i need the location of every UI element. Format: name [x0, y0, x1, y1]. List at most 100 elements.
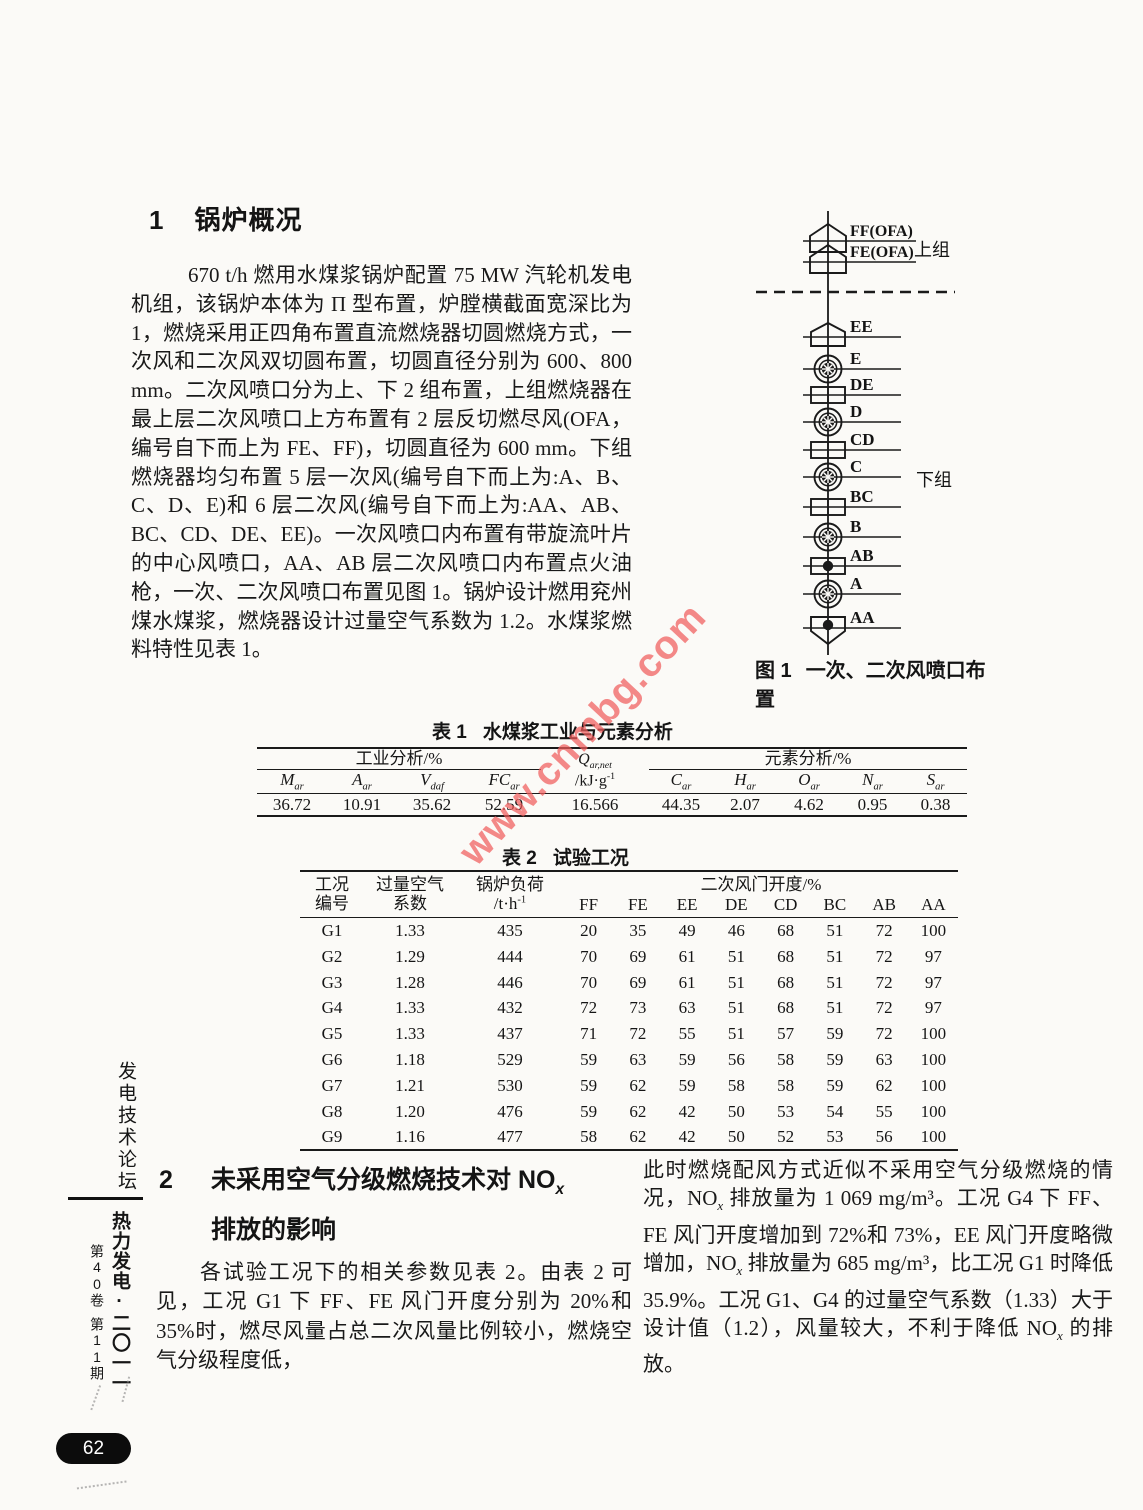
cell: 20 [580, 921, 598, 941]
table2-damper-col-DE: DE [711, 894, 761, 919]
cell: 63 [875, 1049, 893, 1069]
cell: 51 [826, 972, 844, 992]
oil-gun-dot [822, 619, 834, 631]
cell: 100 [920, 1024, 947, 1044]
table1-proximate-group-header: 工业分析/% [257, 748, 542, 770]
cell: 446 [497, 972, 523, 992]
cell: 59 [580, 1049, 598, 1069]
primary-air-nozzle-outer [813, 354, 843, 384]
lower-group-label: 下组 [916, 470, 952, 490]
swirl-spoke [823, 532, 833, 542]
cell: 62 [875, 1075, 893, 1095]
cell: 51 [826, 998, 844, 1018]
cell: 435 [497, 921, 523, 941]
cell: 432 [497, 998, 523, 1018]
upper-group-label: 上组 [914, 240, 950, 260]
table2-caption: 表 2 试验工况 [502, 843, 629, 870]
section1-paragraph: 670 t/h 燃用水煤浆锅炉配置 75 MW 汽轮机发电机组，该锅炉本体为 Π… [131, 263, 632, 662]
cell: 63 [678, 998, 696, 1018]
table2-col-case: 工况 编号 [300, 871, 364, 919]
cell: G6 [321, 1049, 343, 1069]
cell: 51 [727, 1024, 745, 1044]
table2-damper-col-AB: AB [859, 894, 909, 919]
primary-air-nozzle-ring [818, 412, 838, 432]
section1-heading: 1 锅炉概况 [149, 200, 302, 237]
oil-gun-dot [822, 560, 834, 572]
table2-damper-col-FF: FF [564, 894, 614, 919]
section2-paragraph-left: 各试验工况下的相关参数见表 2。由表 2 可见，工况 G1 下 FF、FE 风门… [156, 1260, 632, 1373]
cell: 69 [629, 972, 647, 992]
section1-title: 锅炉概况 [194, 205, 303, 235]
cell: 69 [629, 946, 647, 966]
nozzle-label-EE: EE [850, 317, 873, 336]
cell: 53 [826, 1126, 844, 1146]
table1-col-Car: Car [649, 769, 714, 794]
handwriting-mark [80, 1381, 102, 1411]
nozzle-label-C: C [850, 457, 862, 476]
cell: 97 [924, 946, 942, 966]
ofa-nozzle-symbol [809, 243, 847, 274]
cell: 97 [924, 998, 942, 1018]
nozzle-label-AB: AB [850, 546, 874, 565]
cell: 35.62 [412, 794, 452, 814]
cell: 54 [826, 1101, 844, 1121]
nozzle-label-DE: DE [850, 375, 874, 394]
cell: 477 [497, 1126, 523, 1146]
table2-damper-group-header: 二次风门开度/% [700, 875, 822, 895]
section2-paragraph-right: 此时燃烧配风方式近似不采用空气分级燃烧的情况，NOx 排放量为 1 069 mg… [643, 1158, 1113, 1377]
cell: 63 [629, 1049, 647, 1069]
sidebar-divider [68, 1197, 143, 1200]
table2-damper-col-FE: FE [613, 894, 663, 919]
table2-row-G9: G9 1.16 477 58 62 42 50 52 53 56 100 [300, 1124, 958, 1150]
nozzle-label-AA: AA [850, 608, 875, 627]
table2-row-G3: G3 1.28 446 70 69 61 51 68 51 72 97 [300, 969, 958, 995]
cell: 97 [924, 972, 942, 992]
cell: 62 [629, 1126, 647, 1146]
table2-test-conditions: 工况 编号 过量空气 系数 锅炉负荷 /t·h-1 二次风门开度/% FF FE E… [300, 870, 959, 1151]
cell: G3 [321, 972, 343, 992]
cell: 0.95 [857, 794, 888, 814]
cell: 50 [727, 1101, 745, 1121]
cell: 530 [497, 1075, 523, 1095]
cell: 73 [629, 998, 647, 1018]
cell: 56 [875, 1126, 893, 1146]
nozzle-label-CD: CD [850, 430, 875, 449]
cell: 70 [580, 972, 598, 992]
cell: 50 [727, 1126, 745, 1146]
table1-col-FCar: FCar [467, 769, 542, 794]
table2-row-G2: G2 1.29 444 70 69 61 51 68 51 72 97 [300, 943, 958, 969]
table2-damper-col-CD: CD [761, 894, 811, 919]
table2-damper-col-AA: AA [908, 894, 959, 919]
sidebar-forum-title: 发电技术论坛 [115, 1061, 136, 1193]
cell: 49 [678, 921, 696, 941]
table2-damper-col-BC: BC [810, 894, 860, 919]
nozzle-label-A: A [850, 574, 863, 593]
cell: 72 [875, 1024, 893, 1044]
cell: G8 [321, 1101, 343, 1121]
cell: 44.35 [661, 794, 701, 814]
table1-qnet-header: Qar,net /kJ·g-1 [541, 748, 650, 794]
cell: 53 [777, 1101, 795, 1121]
table1-col-Nar: Nar [841, 769, 905, 794]
primary-air-nozzle-outer [813, 462, 843, 492]
swirl-spoke [823, 472, 833, 482]
cell: 1.29 [395, 946, 425, 966]
secondary-air-nozzle-symbol [810, 557, 846, 575]
cell: 1.18 [395, 1049, 425, 1069]
cell: 59 [826, 1075, 844, 1095]
table2-damper-col-EE: EE [662, 894, 712, 919]
nozzle-label-FF(OFA): FF(OFA) [850, 223, 913, 240]
cell: 70 [580, 946, 598, 966]
cell: 36.72 [272, 794, 312, 814]
primary-air-nozzle-ring [818, 467, 838, 487]
cell: G5 [321, 1024, 343, 1044]
cell: 58 [777, 1049, 795, 1069]
nozzle-label-FE(OFA): FE(OFA) [850, 244, 914, 261]
cell: 59 [580, 1075, 598, 1095]
cell: 58 [580, 1126, 598, 1146]
section2-heading: 2 未采用空气分级燃烧技术对 NOx 排放的影响 [159, 1160, 659, 1251]
cell: 59 [678, 1049, 696, 1069]
cell: 0.38 [920, 794, 951, 814]
